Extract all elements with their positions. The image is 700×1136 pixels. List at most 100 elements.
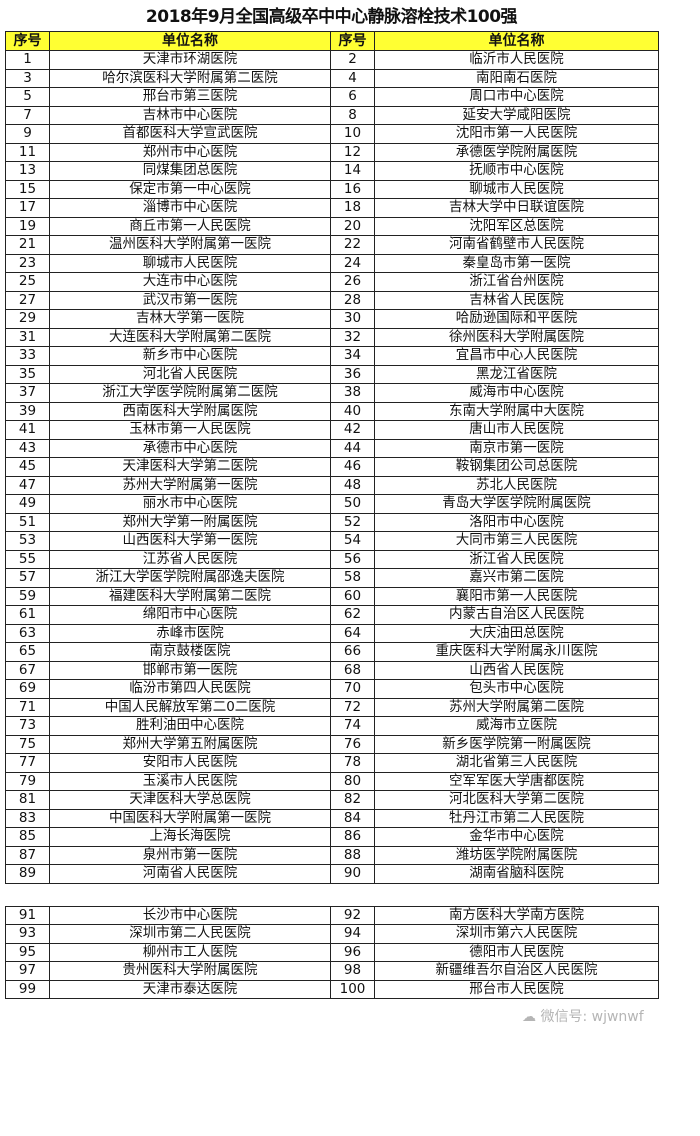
ranking-table-continued: 91 长沙市中心医院 92 南方医科大学南方医院 93 深圳市第二人民医院 94 深圳市第六人… <box>5 905 659 1000</box>
rank-number: 19 <box>5 216 50 236</box>
hospital-name: 聊城市人民医院 <box>49 253 331 273</box>
hospital-name: 山西省人民医院 <box>374 660 659 680</box>
hospital-name: 内蒙古自治区人民医院 <box>374 605 659 625</box>
table-row: 87 泉州市第一医院 88 潍坊医学院附属医院 <box>5 845 659 865</box>
hospital-name: 天津医科大学第二医院 <box>49 457 331 477</box>
hospital-name: 宜昌市中心人民医院 <box>374 346 659 366</box>
rank-number: 61 <box>5 605 50 625</box>
table-row: 99 天津市泰达医院 100 邢台市人民医院 <box>5 979 659 999</box>
hospital-name: 牡丹江市第二人民医院 <box>374 808 659 828</box>
hospital-name: 沈阳市第一人民医院 <box>374 124 659 144</box>
hospital-name: 深圳市第二人民医院 <box>49 924 331 944</box>
hospital-name: 秦皇岛市第一医院 <box>374 253 659 273</box>
rank-number: 10 <box>330 124 375 144</box>
rank-number: 17 <box>5 198 50 218</box>
table-row: 47 苏州大学附属第一医院 48 苏北人民医院 <box>5 475 659 495</box>
hospital-name: 柳州市工人医院 <box>49 942 331 962</box>
rank-number: 96 <box>330 942 375 962</box>
rank-number: 84 <box>330 808 375 828</box>
table-row: 11 郑州市中心医院 12 承德医学院附属医院 <box>5 142 659 162</box>
table-row: 55 江苏省人民医院 56 浙江省人民医院 <box>5 549 659 569</box>
hospital-name: 周口市中心医院 <box>374 87 659 107</box>
rank-number: 14 <box>330 161 375 181</box>
rank-number: 3 <box>5 68 50 88</box>
table-row: 67 邯郸市第一医院 68 山西省人民医院 <box>5 660 659 680</box>
hospital-name: 新疆维吾尔自治区人民医院 <box>374 961 659 981</box>
table-row: 65 南京鼓楼医院 66 重庆医科大学附属永川医院 <box>5 642 659 662</box>
table-row: 43 承德市中心医院 44 南京市第一医院 <box>5 438 659 458</box>
rank-number: 85 <box>5 827 50 847</box>
table-row: 9 首都医科大学宣武医院 10 沈阳市第一人民医院 <box>5 124 659 144</box>
hospital-name: 黑龙江省医院 <box>374 364 659 384</box>
hospital-name: 新乡市中心医院 <box>49 346 331 366</box>
rank-number: 71 <box>5 697 50 717</box>
rank-number: 44 <box>330 438 375 458</box>
table-row: 27 武汉市第一医院 28 吉林省人民医院 <box>5 290 659 310</box>
rank-number: 26 <box>330 272 375 292</box>
rank-number: 73 <box>5 716 50 736</box>
hospital-name: 中国人民解放军第二0二医院 <box>49 697 331 717</box>
rank-number: 28 <box>330 290 375 310</box>
rank-number: 98 <box>330 961 375 981</box>
rank-number: 23 <box>5 253 50 273</box>
hospital-name: 商丘市第一人民医院 <box>49 216 331 236</box>
hospital-name: 郑州大学第五附属医院 <box>49 734 331 754</box>
hospital-name: 吉林大学中日联谊医院 <box>374 198 659 218</box>
rank-number: 53 <box>5 531 50 551</box>
rank-number: 75 <box>5 734 50 754</box>
table-row: 1 天津市环湖医院 2 临沂市人民医院 <box>5 50 659 70</box>
rank-number: 2 <box>330 50 375 70</box>
hospital-name: 天津市环湖医院 <box>49 50 331 70</box>
hospital-name: 淄博市中心医院 <box>49 198 331 218</box>
rank-number: 12 <box>330 142 375 162</box>
rank-number: 87 <box>5 845 50 865</box>
hospital-name: 鞍钢集团公司总医院 <box>374 457 659 477</box>
hospital-name: 南阳南石医院 <box>374 68 659 88</box>
rank-number: 9 <box>5 124 50 144</box>
hospital-name: 首都医科大学宣武医院 <box>49 124 331 144</box>
hospital-name: 大连市中心医院 <box>49 272 331 292</box>
hospital-name: 聊城市人民医院 <box>374 179 659 199</box>
table-row: 7 吉林市中心医院 8 延安大学咸阳医院 <box>5 105 659 125</box>
table-row: 73 胜利油田中心医院 74 威海市立医院 <box>5 716 659 736</box>
rank-number: 81 <box>5 790 50 810</box>
table-row: 85 上海长海医院 86 金华市中心医院 <box>5 827 659 847</box>
rank-number: 54 <box>330 531 375 551</box>
hospital-name: 临沂市人民医院 <box>374 50 659 70</box>
rank-number: 11 <box>5 142 50 162</box>
hospital-name: 上海长海医院 <box>49 827 331 847</box>
table-row: 23 聊城市人民医院 24 秦皇岛市第一医院 <box>5 253 659 273</box>
hospital-name: 嘉兴市第二医院 <box>374 568 659 588</box>
table-row: 93 深圳市第二人民医院 94 深圳市第六人民医院 <box>5 924 659 944</box>
hospital-name: 吉林省人民医院 <box>374 290 659 310</box>
hospital-name: 南京鼓楼医院 <box>49 642 331 662</box>
rank-number: 31 <box>5 327 50 347</box>
hospital-name: 吉林市中心医院 <box>49 105 331 125</box>
hospital-name: 深圳市第六人民医院 <box>374 924 659 944</box>
hospital-name: 襄阳市第一人民医院 <box>374 586 659 606</box>
rank-number: 32 <box>330 327 375 347</box>
hospital-name: 南京市第一医院 <box>374 438 659 458</box>
hospital-name: 威海市中心医院 <box>374 383 659 403</box>
table-row: 45 天津医科大学第二医院 46 鞍钢集团公司总医院 <box>5 457 659 477</box>
hospital-name: 重庆医科大学附属永川医院 <box>374 642 659 662</box>
hospital-name: 哈尔滨医科大学附属第二医院 <box>49 68 331 88</box>
rank-number: 38 <box>330 383 375 403</box>
rank-number: 6 <box>330 87 375 107</box>
rank-number: 15 <box>5 179 50 199</box>
table-row: 83 中国医科大学附属第一医院 84 牡丹江市第二人民医院 <box>5 808 659 828</box>
table-row: 35 河北省人民医院 36 黑龙江省医院 <box>5 364 659 384</box>
hospital-name: 赤峰市医院 <box>49 623 331 643</box>
rank-number: 52 <box>330 512 375 532</box>
table-row: 13 同煤集团总医院 14 抚顺市中心医院 <box>5 161 659 181</box>
table-row: 3 哈尔滨医科大学附属第二医院 4 南阳南石医院 <box>5 68 659 88</box>
hospital-name: 苏北人民医院 <box>374 475 659 495</box>
table-row: 59 福建医科大学附属第二医院 60 襄阳市第一人民医院 <box>5 586 659 606</box>
header-num: 序号 <box>330 31 375 51</box>
rank-number: 37 <box>5 383 50 403</box>
rank-number: 100 <box>330 979 375 999</box>
rank-number: 97 <box>5 961 50 981</box>
table-row: 15 保定市第一中心医院 16 聊城市人民医院 <box>5 179 659 199</box>
hospital-name: 湖南省脑科医院 <box>374 864 659 884</box>
hospital-name: 浙江省台州医院 <box>374 272 659 292</box>
